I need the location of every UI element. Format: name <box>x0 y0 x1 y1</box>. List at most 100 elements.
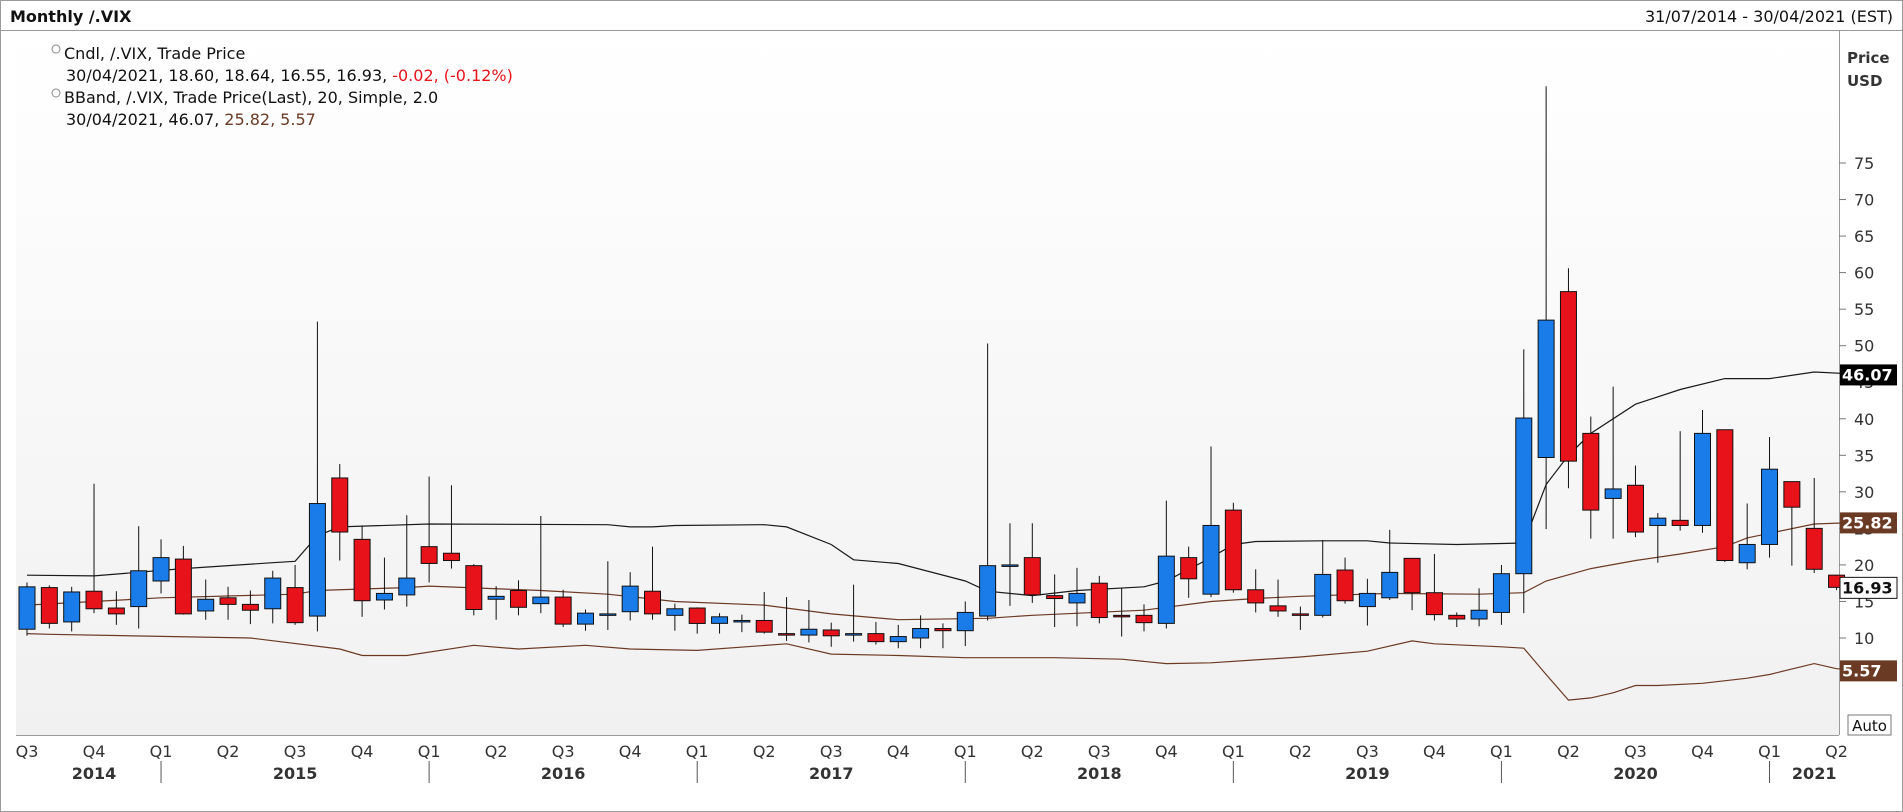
candle <box>621 572 639 621</box>
candle <box>1336 557 1354 604</box>
candle-body <box>1001 564 1019 567</box>
price-axis-label: Price <box>1847 49 1890 67</box>
candle <box>1582 416 1600 539</box>
candle <box>420 476 438 583</box>
candle <box>1515 349 1533 614</box>
candle-body <box>174 558 192 615</box>
candle-body <box>1492 573 1510 613</box>
legend-bband-icon[interactable] <box>51 88 61 98</box>
candle-body <box>912 628 930 639</box>
candle-body <box>755 619 773 633</box>
x-year-label: 2020 <box>1613 764 1658 783</box>
x-year-label: 2015 <box>273 764 318 783</box>
candle <box>130 526 148 629</box>
candle <box>465 564 483 616</box>
candle-body <box>1113 614 1131 618</box>
x-year-label: 2021 <box>1792 764 1837 783</box>
y-tick-label: 65 <box>1854 227 1874 246</box>
candle-body <box>1157 555 1175 624</box>
plot-area[interactable] <box>16 31 1839 735</box>
candle-body <box>1358 592 1376 608</box>
x-quarter-label: Q1 <box>686 742 709 761</box>
candle <box>1113 587 1131 637</box>
y-tick-label: 40 <box>1854 410 1874 429</box>
candle-body <box>554 596 572 625</box>
x-quarter-label: Q3 <box>820 742 843 761</box>
candle-body <box>577 612 594 625</box>
candle <box>755 591 773 634</box>
candle <box>1381 529 1399 600</box>
x-quarter-label: Q1 <box>1222 742 1245 761</box>
candle-body <box>63 591 81 623</box>
candle-body <box>1738 543 1756 564</box>
candle-body <box>599 613 617 616</box>
candle <box>867 621 885 645</box>
candle-body <box>130 570 148 608</box>
x-quarter-label: Q1 <box>954 742 977 761</box>
candle <box>1425 553 1443 621</box>
candle-body <box>1694 432 1711 526</box>
y-tick-label: 35 <box>1854 446 1874 465</box>
x-axis-ticks: Q3 Q4 Q1 Q2 Q3 Q4 Q1 Q2 Q3 Q4 Q1 Q2 Q3 Q4 Q1 Q2 Q3 Q4 Q1 Q2… <box>16 742 1848 783</box>
candle-body <box>1180 557 1198 580</box>
candle-body <box>822 629 840 637</box>
x-year-label: 2019 <box>1345 764 1390 783</box>
candle-body <box>1291 613 1309 616</box>
candle <box>1492 564 1510 625</box>
candle-body <box>711 616 729 624</box>
candle <box>1314 540 1332 618</box>
x-year-label: 2018 <box>1077 764 1122 783</box>
candle-body <box>1381 571 1399 599</box>
legend-candle-icon[interactable] <box>51 44 61 54</box>
candle <box>934 623 952 649</box>
candle-body <box>353 538 371 602</box>
candle <box>1537 86 1555 530</box>
candle-body <box>800 628 818 636</box>
candle-body <box>979 565 997 617</box>
candle-body <box>398 577 416 596</box>
candle <box>197 579 215 620</box>
y-tick-label: 75 <box>1854 154 1874 173</box>
x-quarter-label: Q1 <box>150 742 173 761</box>
candle-body <box>487 595 505 600</box>
x-quarter-label: Q1 <box>418 742 441 761</box>
x-quarter-label: Q4 <box>83 742 106 761</box>
candle-body <box>1559 291 1577 462</box>
x-quarter-label: Q4 <box>1423 742 1446 761</box>
candle <box>1135 604 1153 632</box>
x-quarter-label: Q2 <box>1021 742 1044 761</box>
x-year-label: 2016 <box>541 764 586 783</box>
candle <box>822 622 840 647</box>
candle <box>733 614 751 633</box>
candle-body <box>1046 595 1064 600</box>
candle-body <box>1224 509 1242 591</box>
candle <box>800 600 818 643</box>
candle-body <box>1403 557 1421 594</box>
legend-candle-values: 30/04/2021, 18.60, 18.64, 16.55, 16.93, -… <box>66 66 513 85</box>
chart-title: Monthly /.VIX <box>10 7 132 26</box>
auto-scale-button[interactable]: Auto <box>1847 714 1892 736</box>
candle <box>644 546 662 620</box>
candle-body <box>1537 319 1555 458</box>
candle <box>1738 503 1756 570</box>
auto-button-frame[interactable] <box>1847 714 1892 736</box>
y-tick-label: 70 <box>1854 191 1874 210</box>
candle <box>509 580 527 616</box>
candle-body <box>286 587 304 624</box>
candle-body <box>40 587 58 624</box>
candle <box>442 485 460 569</box>
x-quarter-label: Q4 <box>619 742 642 761</box>
y-tick-label: 20 <box>1854 556 1874 575</box>
candle-body <box>1716 429 1734 562</box>
candle <box>264 570 282 624</box>
candle <box>353 525 371 617</box>
auto-button-label[interactable]: Auto <box>1852 717 1887 735</box>
candle <box>1291 606 1309 630</box>
candle <box>666 603 684 631</box>
candle-body <box>1470 609 1488 620</box>
x-quarter-label: Q3 <box>1356 742 1379 761</box>
candle <box>487 586 505 620</box>
legend-candle-title: Cndl, /.VIX, Trade Price <box>64 44 245 63</box>
candle <box>1694 410 1711 533</box>
